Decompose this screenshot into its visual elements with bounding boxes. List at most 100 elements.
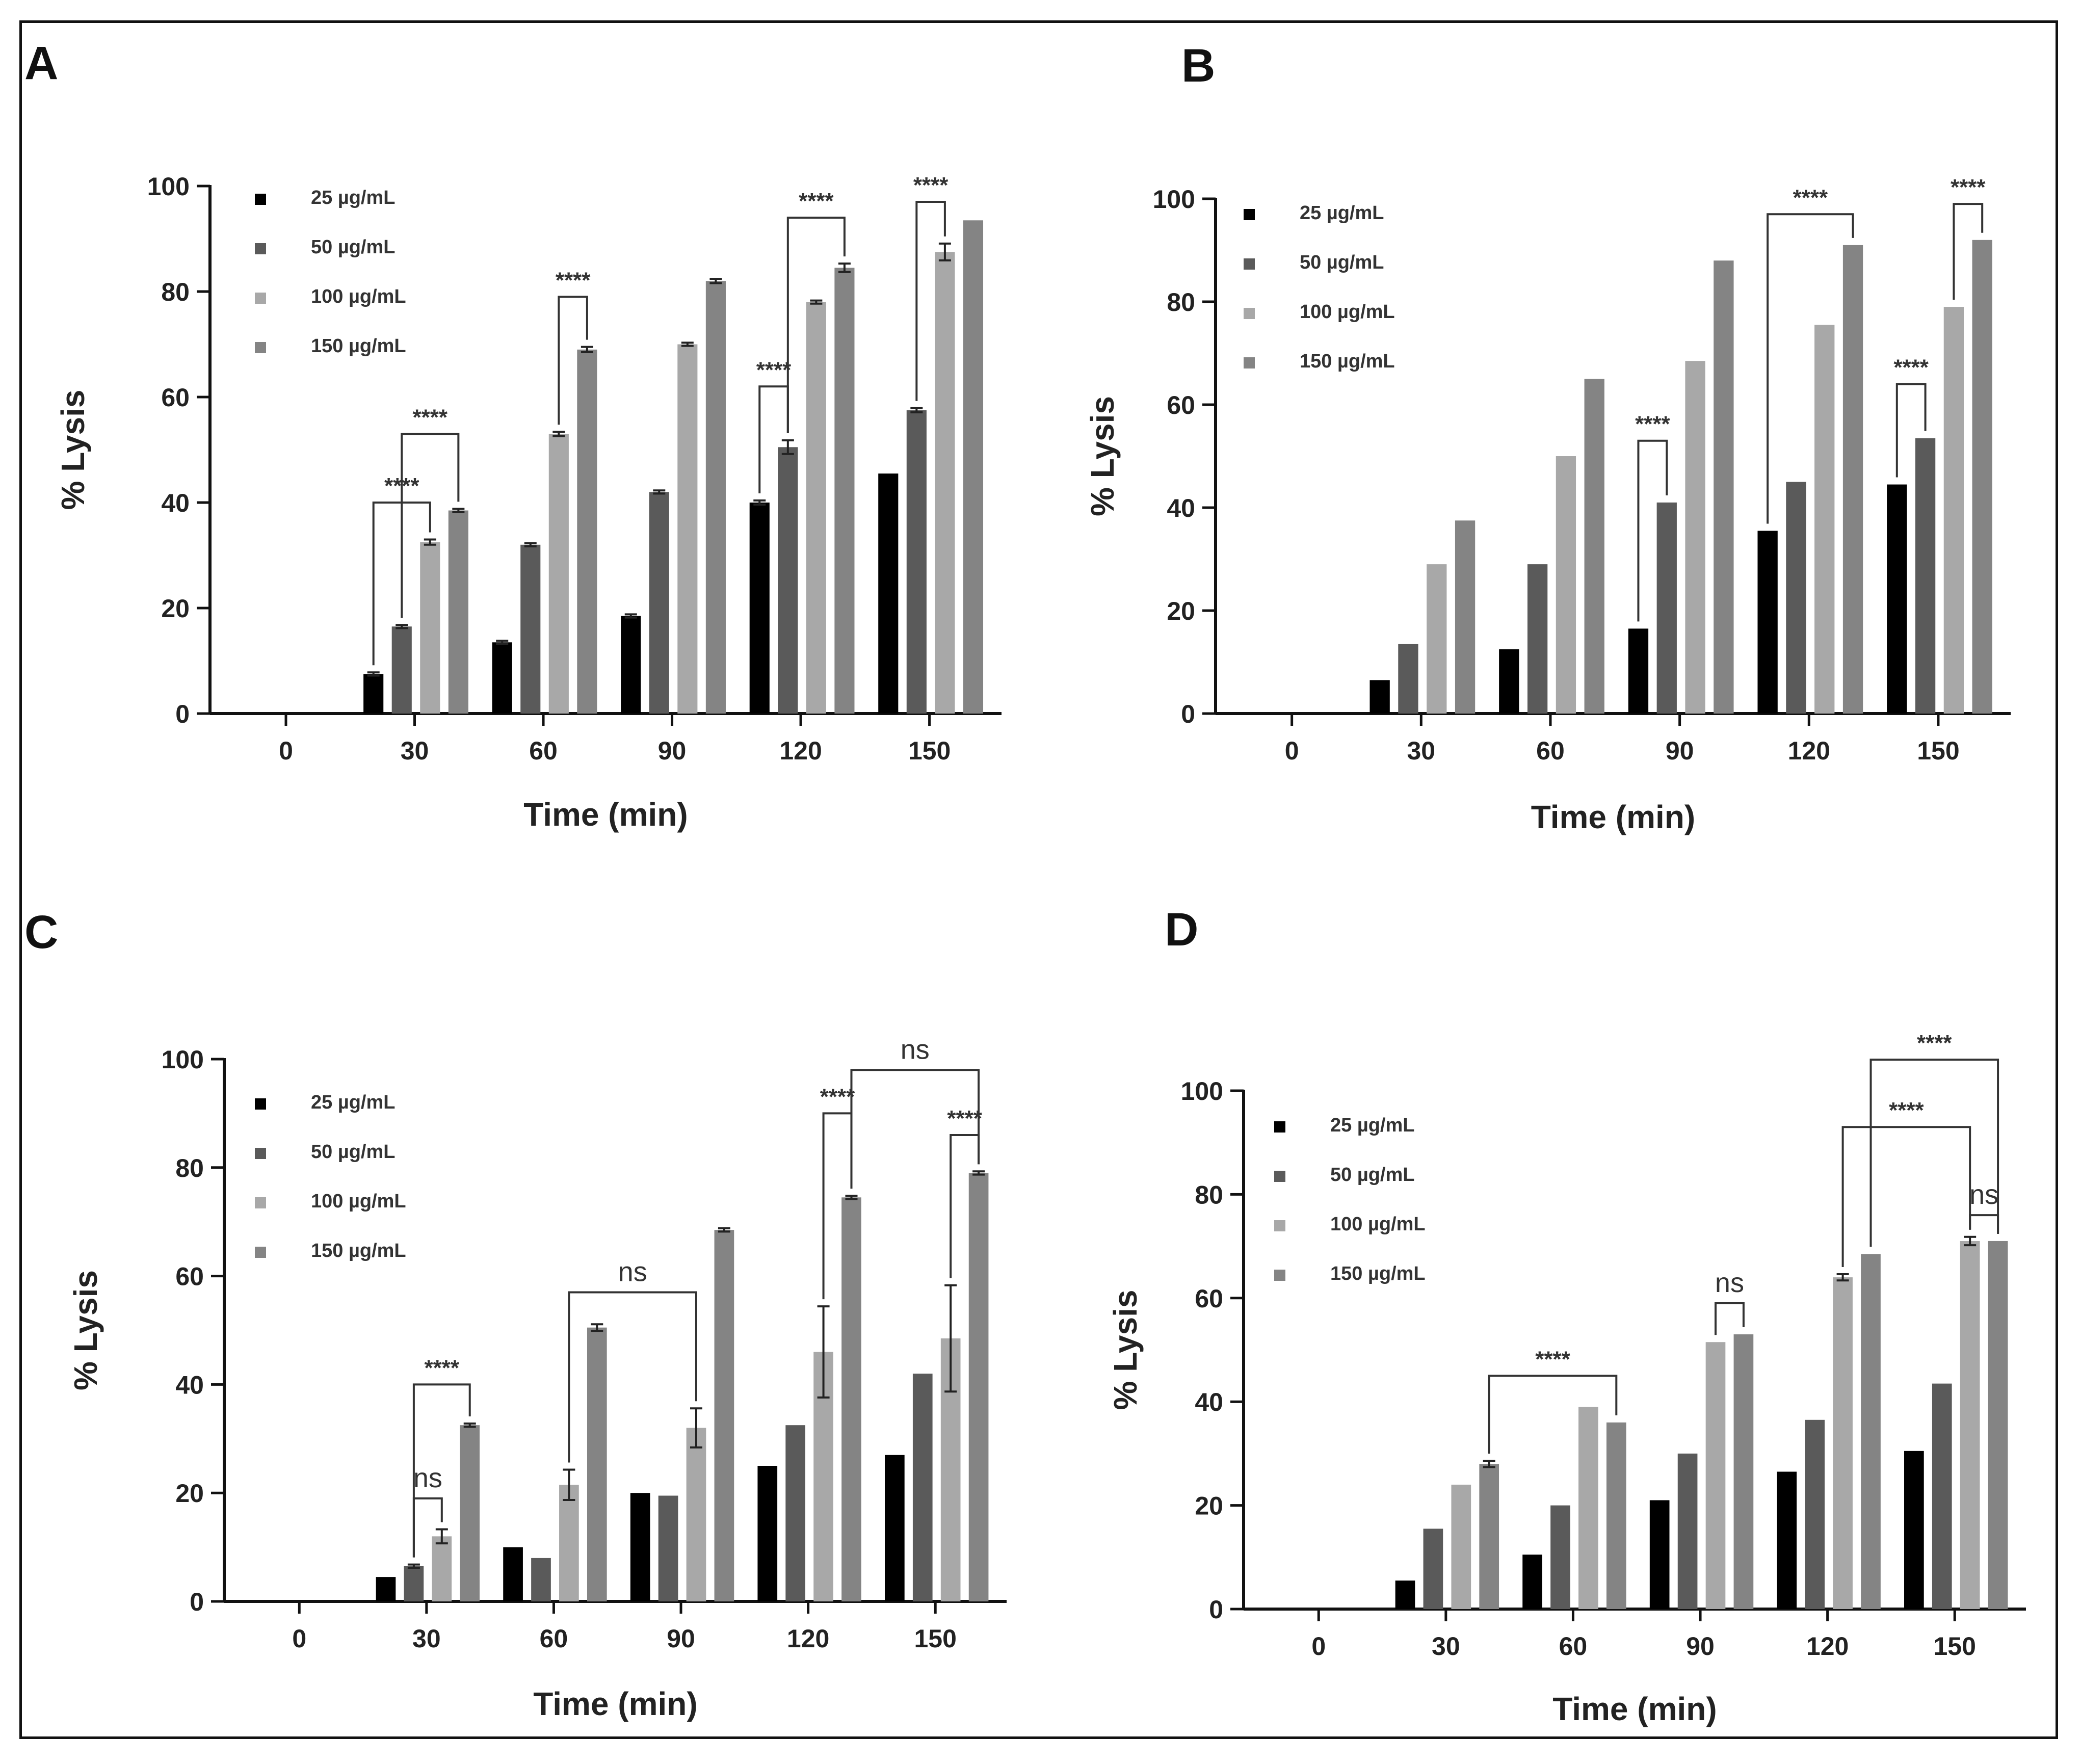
legend-swatch [1274,1121,1285,1133]
x-tick-label: 150 [1917,736,1959,765]
x-tick-label: 60 [1536,736,1565,765]
bar-b-25-30 [1369,680,1390,714]
y-axis-title: % Lysis [1107,1290,1144,1410]
legend-swatch [1274,1270,1285,1281]
significance-label: **** [413,405,448,430]
y-tick-label: 40 [175,1371,204,1399]
bar-d-50-150 [1932,1383,1952,1609]
bar-b-150-30 [1455,520,1476,714]
x-tick-label: 120 [1788,736,1830,765]
bar-c-50-90 [658,1495,678,1601]
bar-d-50-120 [1805,1419,1825,1609]
panel-a: A 0 20 40 60 80 100 0 30 60 90 120 150 Time (min) % Ly… [24,37,1002,833]
legend-label: 25 µg/mL [311,1092,396,1113]
x-axis-title: Time (min) [1531,799,1695,835]
bar-b-150-120 [1842,245,1863,714]
bar-d-150-90 [1733,1334,1754,1609]
bar-b-100-30 [1427,564,1447,714]
bar-c-150-150 [968,1173,989,1601]
y-axis-title: % Lysis [67,1270,104,1390]
bar-c-50-150 [912,1374,933,1601]
bar-a-150-30 [448,510,468,714]
bar-a-100-60 [548,434,569,714]
x-axis-title: Time (min) [523,796,688,833]
y-tick-label: 100 [1181,1077,1223,1105]
significance-bracket [401,433,460,618]
bar-a-100-90 [677,344,698,714]
significance-label: **** [1535,1347,1570,1372]
legend-label: 25 µg/mL [1300,202,1384,224]
bar-d-25-120 [1777,1471,1797,1609]
significance-label: **** [425,1355,460,1380]
bar-b-50-30 [1398,644,1418,714]
legend-label: 150 µg/mL [1300,351,1395,372]
significance-bracket [850,1069,980,1189]
bar-b-25-60 [1499,649,1519,714]
significance-label: **** [947,1106,982,1131]
bar-a-150-120 [834,268,855,714]
bar-c-25-150 [885,1455,905,1601]
legend-swatch [255,1098,266,1110]
bar-c-50-30 [404,1566,424,1601]
significance-bracket [1841,1126,1971,1268]
x-tick-label: 60 [529,736,558,765]
y-tick-label: 20 [1167,597,1195,625]
x-tick-label: 90 [658,736,687,765]
figure-border [19,20,2058,1739]
bar-b-150-90 [1714,260,1734,714]
x-tick-label: 0 [292,1624,306,1653]
legend-swatch [255,1148,266,1159]
bar-a-25-30 [363,674,384,714]
legend-swatch [255,194,266,205]
significance-label: **** [1793,185,1828,210]
legend-label: 100 µg/mL [311,286,406,307]
legend-label: 50 µg/mL [311,236,396,258]
significance-bracket [950,1134,980,1278]
legend-swatch [255,1197,266,1208]
x-tick-label: 0 [279,736,293,765]
panel-letter: A [24,37,58,89]
y-tick-label: 80 [161,278,190,306]
bar-d-25-150 [1904,1451,1924,1609]
panel-letter: D [1165,904,1198,956]
bar-c-50-120 [785,1425,806,1601]
bar-b-25-90 [1628,628,1649,714]
bar-b-100-120 [1814,325,1835,714]
significance-label: **** [799,189,834,214]
x-tick-label: 90 [667,1624,695,1653]
bar-b-50-90 [1656,502,1677,714]
bar-c-150-90 [714,1230,734,1601]
bar-c-150-30 [460,1425,480,1601]
y-tick-label: 60 [1195,1284,1223,1313]
bar-d-100-60 [1578,1407,1598,1609]
bar-d-50-60 [1550,1505,1570,1609]
bar-b-100-60 [1556,456,1576,714]
y-tick-label: 0 [1181,700,1195,728]
significance-label: **** [1889,1098,1924,1123]
bar-d-25-30 [1395,1581,1415,1609]
bar-d-100-120 [1833,1277,1853,1609]
legend-label: 150 µg/mL [311,335,406,357]
x-tick-label: 30 [401,736,429,765]
significance-label: **** [1893,355,1929,380]
bar-a-25-150 [878,473,899,714]
significance-label: ns [1715,1268,1744,1298]
legend-label: 150 µg/mL [1330,1263,1426,1284]
panel-b: B 0 20 40 60 80 100 0 30 60 90 120 150 Time (min) % Ly… [1084,40,2011,835]
significance-label: **** [556,268,591,293]
bar-b-25-120 [1757,531,1778,714]
x-tick-label: 30 [412,1624,441,1653]
y-tick-label: 80 [1195,1180,1223,1209]
y-tick-label: 40 [1195,1388,1223,1416]
y-tick-label: 60 [175,1262,204,1291]
x-tick-label: 150 [1934,1632,1976,1661]
bar-b-100-150 [1943,307,1964,714]
bar-a-25-90 [621,616,641,714]
panel-letter: C [24,906,58,958]
x-tick-label: 60 [540,1624,568,1653]
bar-d-100-30 [1451,1484,1471,1609]
legend-swatch [1244,258,1255,270]
bar-d-25-90 [1649,1500,1670,1609]
x-tick-label: 0 [1285,736,1299,765]
y-tick-label: 20 [1195,1492,1223,1520]
